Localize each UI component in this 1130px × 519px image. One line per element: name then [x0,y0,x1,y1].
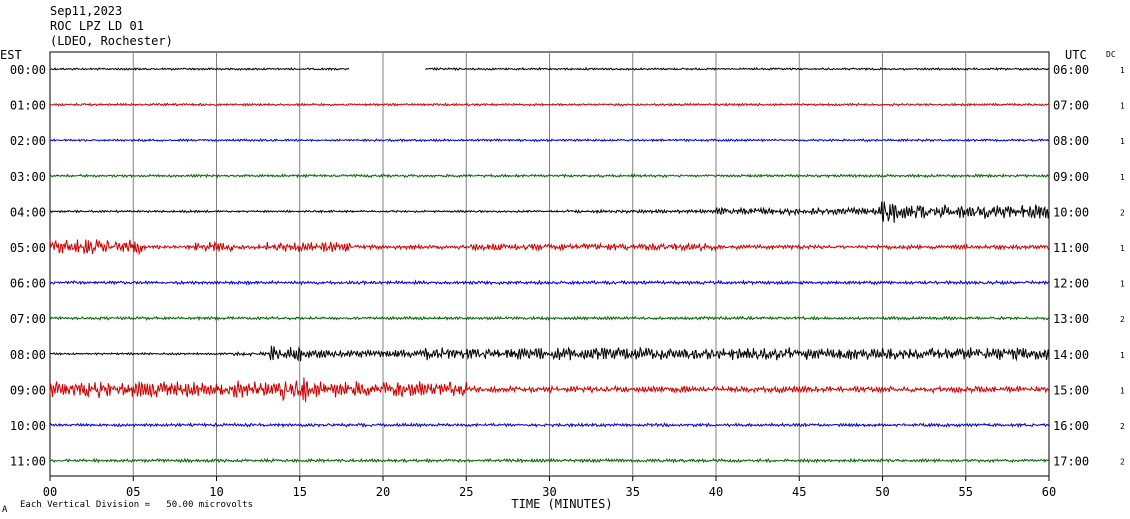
seismic-trace-0300 [49,173,1050,179]
utc-hour-label: 13:00 [1053,312,1089,326]
seismic-trace-0700 [49,315,1050,322]
dc-value: 1 [1120,244,1125,253]
division-note: Each Vertical Division = 50.00 microvolt… [20,500,253,510]
seismic-trace-1000 [49,421,1050,429]
dc-column-label: DC [1106,50,1116,59]
utc-hour-label: 06:00 [1053,63,1089,77]
record-date: Sep11,2023 [50,4,123,18]
dc-value: 1 [1120,137,1125,146]
x-tick-label: 55 [959,485,973,499]
right-timezone-label: UTC [1065,48,1087,62]
station-code: ROC LPZ LD 01 [50,19,144,33]
x-axis-label: TIME (MINUTES) [511,497,612,511]
utc-hour-label: 10:00 [1053,205,1089,219]
est-hour-label: 06:00 [10,277,46,291]
utc-hour-label: 15:00 [1053,383,1089,397]
seismic-trace-0400 [49,201,1050,223]
x-tick-label: 05 [126,485,140,499]
utc-hour-label: 16:00 [1053,419,1089,433]
seismic-trace-0100 [49,102,1050,107]
dc-value: 1 [1120,173,1125,182]
x-tick-label: 50 [875,485,889,499]
corner-mark: A [2,505,8,515]
x-tick-label: 20 [376,485,390,499]
seismic-trace-0500 [49,239,1050,256]
est-hour-label: 07:00 [10,312,46,326]
est-hour-label: 09:00 [10,383,46,397]
x-tick-label: 25 [459,485,473,499]
left-timezone-label: EST [0,48,22,62]
est-hour-label: 11:00 [10,455,46,469]
x-tick-label: 15 [293,485,307,499]
x-tick-label: 10 [209,485,223,499]
seismic-trace-0800 [49,345,1050,362]
est-hour-label: 02:00 [10,134,46,148]
est-hour-label: 08:00 [10,348,46,362]
dc-value: 1 [1120,280,1125,289]
x-tick-label: 30 [542,485,556,499]
dc-value: 2 [1120,458,1125,467]
est-hour-label: 03:00 [10,170,46,184]
dc-value: 1 [1120,66,1125,75]
seismic-trace-0600 [49,279,1050,286]
est-hour-label: 00:00 [10,63,46,77]
dc-value: 1 [1120,386,1125,395]
est-hour-label: 05:00 [10,241,46,255]
network-label: (LDEO, Rochester) [50,34,173,48]
x-tick-label: 35 [626,485,640,499]
dc-value: 2 [1120,315,1125,324]
utc-hour-label: 11:00 [1053,241,1089,255]
seismic-trace-0900 [49,377,1050,403]
dc-value: 2 [1120,208,1125,217]
x-tick-label: 45 [792,485,806,499]
seismic-trace-0200 [49,137,1050,143]
seismic-trace-1100 [49,457,1050,464]
est-hour-label: 01:00 [10,99,46,113]
utc-hour-label: 09:00 [1053,170,1089,184]
x-tick-label: 40 [709,485,723,499]
est-hour-label: 10:00 [10,419,46,433]
dc-value: 1 [1120,351,1125,360]
dc-value: 1 [1120,102,1125,111]
utc-hour-label: 08:00 [1053,134,1089,148]
x-tick-label: 00 [43,485,57,499]
x-tick-label: 60 [1042,485,1056,499]
utc-hour-label: 14:00 [1053,348,1089,362]
utc-hour-label: 07:00 [1053,99,1089,113]
utc-hour-label: 17:00 [1053,455,1089,469]
utc-hour-label: 12:00 [1053,277,1089,291]
seismic-trace-0000 [50,66,1050,72]
est-hour-label: 04:00 [10,205,46,219]
dc-value: 2 [1120,422,1125,431]
